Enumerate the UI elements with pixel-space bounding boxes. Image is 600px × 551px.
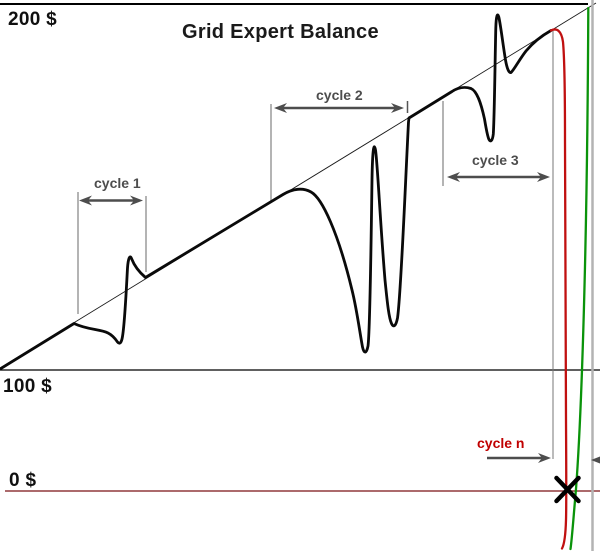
cycle2-span-arrow [274, 103, 404, 113]
recovery-curve [569, 6, 590, 551]
cycle3-span-arrow [447, 172, 550, 182]
cycle1-label: cycle 1 [94, 175, 141, 191]
chart-title: Grid Expert Balance [182, 21, 379, 43]
cycle1-span-arrow [79, 195, 143, 206]
cycle-n-label: cycle n [477, 435, 525, 451]
cycle2-label: cycle 2 [316, 87, 363, 103]
cycle3-label: cycle 3 [472, 152, 519, 168]
axis-label-0: 0 $ [9, 470, 37, 491]
trend-diagonal [0, 2, 597, 369]
axis-label-100: 100 $ [3, 376, 53, 397]
losing-cycle-curve [549, 28, 568, 550]
cycle-n-arrow [487, 453, 551, 463]
balance-curve [0, 13, 553, 371]
axis-label-200: 200 $ [8, 9, 58, 30]
right-edge-arrow [591, 456, 600, 464]
margin-call-x-mark [554, 475, 581, 504]
